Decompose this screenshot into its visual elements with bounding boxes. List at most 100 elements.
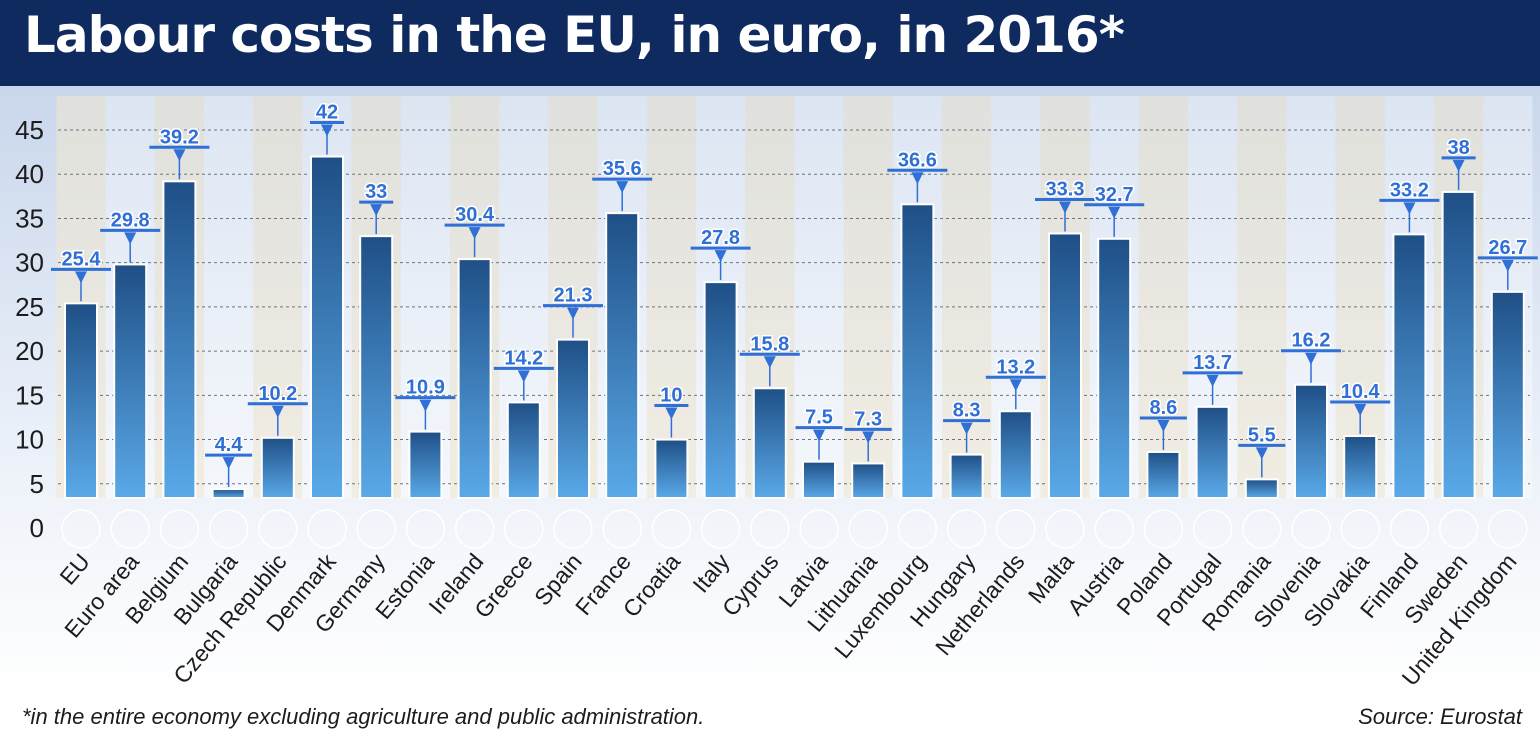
- bar: [1097, 237, 1132, 500]
- value-label-arrow: [419, 399, 432, 412]
- value-label-arrow: [813, 429, 825, 442]
- bar: [310, 155, 344, 500]
- flag-ring: [750, 509, 790, 549]
- value-label: 42: [316, 102, 338, 124]
- column-stripe: [646, 96, 696, 498]
- value-label-arrow: [468, 227, 481, 240]
- value-label: 32.7: [1095, 184, 1134, 206]
- value-label-arrow: [124, 232, 137, 245]
- flag-ring: [504, 509, 544, 549]
- value-label-arrow: [1452, 159, 1465, 172]
- y-tick-label: 40: [15, 159, 44, 189]
- flag-ring: [405, 509, 446, 549]
- value-label-arrow: [1403, 202, 1416, 215]
- flag-ring: [356, 509, 396, 549]
- bar: [1392, 233, 1427, 499]
- value-label-arrow: [763, 356, 776, 369]
- flag-ring: [602, 509, 642, 549]
- value-label: 30.4: [455, 204, 495, 226]
- value-label: 21.3: [554, 285, 593, 307]
- value-label: 4.4: [215, 434, 244, 456]
- value-label-arrow: [321, 124, 333, 137]
- bar: [162, 180, 197, 499]
- value-label: 29.8: [111, 209, 150, 231]
- value-label: 5.5: [1248, 424, 1276, 446]
- bar: [1195, 405, 1230, 500]
- bar: [556, 338, 590, 500]
- bar: [900, 203, 935, 499]
- value-label: 8.3: [953, 400, 981, 422]
- value-label-arrow: [1354, 404, 1367, 417]
- bar: [703, 281, 738, 499]
- bar: [1146, 450, 1181, 499]
- bar: [851, 462, 886, 499]
- column-stripe: [1237, 96, 1287, 498]
- value-label-arrow: [1009, 379, 1022, 392]
- bar: [1294, 383, 1328, 499]
- bar-chart: 0 5 10 15 20 25 30 35 40 45 25.4 29.8 39.2 4.4 10.2 42…: [0, 86, 1540, 696]
- flag-ring: [1094, 509, 1134, 549]
- value-label: 36.6: [898, 149, 937, 171]
- y-tick-label: 30: [15, 248, 44, 278]
- flag-ring: [946, 509, 987, 549]
- flag-ring: [454, 509, 495, 549]
- bar: [1441, 190, 1476, 500]
- bar: [752, 387, 787, 500]
- bar: [359, 235, 394, 499]
- value-label: 33: [365, 181, 387, 203]
- bar: [457, 258, 492, 499]
- y-tick-label: 10: [15, 425, 44, 455]
- bar: [1343, 435, 1378, 500]
- y-tick-label: 35: [15, 203, 44, 233]
- flag-ring: [307, 509, 347, 549]
- flag-ring: [553, 509, 593, 549]
- value-label: 33.2: [1390, 179, 1429, 201]
- y-tick-label: 20: [15, 336, 44, 366]
- value-label-arrow: [1206, 374, 1219, 387]
- value-label: 13.7: [1193, 352, 1232, 374]
- value-label: 14.2: [504, 347, 543, 369]
- value-label: 10.2: [258, 383, 297, 405]
- value-label: 39.2: [160, 126, 199, 148]
- value-label: 16.2: [1292, 330, 1331, 352]
- flag-ring: [61, 509, 101, 549]
- footnote: *in the entire economy excluding agricul…: [22, 704, 705, 729]
- value-label-arrow: [1501, 259, 1514, 272]
- value-label-arrow: [567, 307, 579, 320]
- flag-ring: [1389, 509, 1430, 549]
- column-stripe: [843, 96, 893, 498]
- value-label: 10.4: [1341, 381, 1381, 403]
- flag-ring: [1291, 509, 1331, 549]
- value-label: 15.8: [750, 333, 789, 355]
- value-label-arrow: [517, 370, 530, 383]
- flag-ring: [110, 509, 150, 549]
- bar: [605, 212, 640, 499]
- source-note: Source: Eurostat: [1358, 704, 1522, 729]
- flag-ring: [1340, 509, 1380, 549]
- bar: [211, 488, 246, 499]
- flag-ring: [848, 509, 888, 549]
- flag-ring: [1438, 509, 1479, 549]
- flag-ring: [159, 509, 200, 549]
- value-label: 7.5: [805, 407, 833, 429]
- value-label-arrow: [271, 405, 284, 418]
- bar: [408, 430, 443, 499]
- flag-ring: [651, 509, 692, 549]
- bar: [802, 460, 836, 499]
- value-label: 26.7: [1488, 237, 1527, 259]
- bar: [1490, 290, 1525, 499]
- value-label-arrow: [862, 431, 875, 444]
- value-label: 10.9: [406, 377, 445, 399]
- flag-ring: [1045, 509, 1085, 549]
- value-label-arrow: [1108, 206, 1121, 219]
- flag-ring: [1242, 509, 1282, 549]
- flag-ring: [799, 509, 839, 549]
- value-label-arrow: [1059, 201, 1071, 214]
- flag-ring: [208, 509, 249, 549]
- y-tick-label: 5: [30, 469, 44, 499]
- value-label-arrow: [1255, 447, 1268, 460]
- value-label: 13.2: [996, 356, 1035, 378]
- flag-ring: [897, 509, 938, 549]
- flag-ring: [996, 509, 1036, 549]
